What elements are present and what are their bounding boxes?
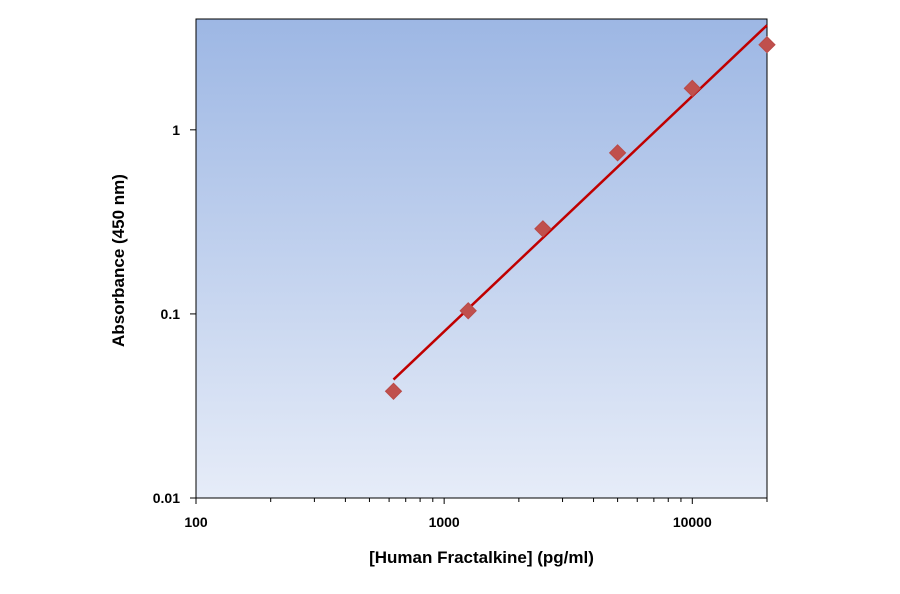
y-tick-labels: 0.01 0.1 1 xyxy=(153,122,180,506)
x-axis-label: [Human Fractalkine] (pg/ml) xyxy=(369,548,594,567)
fit-line xyxy=(392,24,768,381)
y-tick-label: 0.1 xyxy=(161,306,181,322)
data-point xyxy=(758,36,776,54)
y-axis-label: Absorbance (450 nm) xyxy=(109,174,128,347)
data-point xyxy=(459,302,477,320)
y-tick-label: 1 xyxy=(172,122,180,138)
axis-ticks xyxy=(190,129,768,504)
data-point xyxy=(534,220,552,238)
x-tick-label: 100 xyxy=(184,514,208,530)
y-tick-label: 0.01 xyxy=(153,490,180,506)
x-tick-label: 1000 xyxy=(429,514,460,530)
data-point xyxy=(683,79,702,98)
data-point xyxy=(608,144,627,162)
data-point xyxy=(384,382,403,400)
series-layer xyxy=(384,24,776,400)
plot-area xyxy=(195,18,768,499)
x-tick-label: 10000 xyxy=(673,514,712,530)
x-tick-labels: 100 1000 10000 xyxy=(184,514,712,530)
